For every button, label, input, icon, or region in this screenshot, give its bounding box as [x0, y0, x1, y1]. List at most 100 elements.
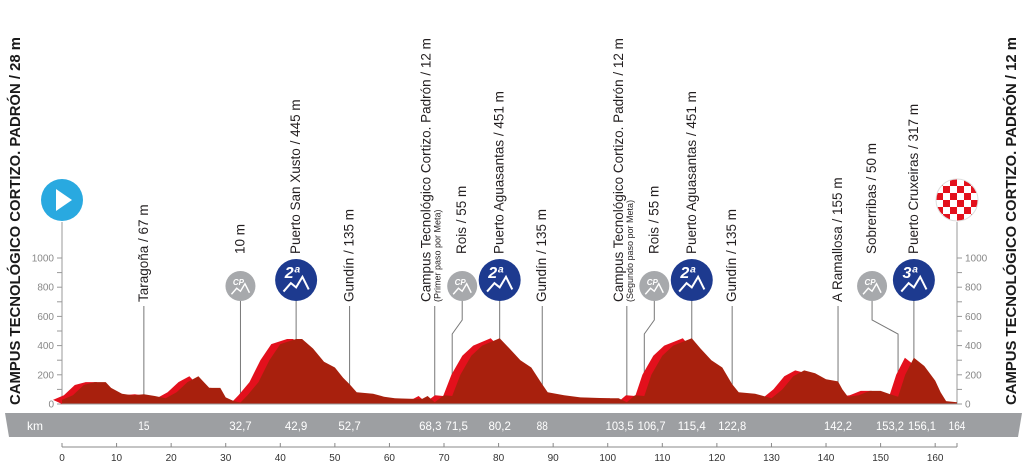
x-tick-label: 50: [329, 453, 341, 464]
checker-cell: [971, 200, 978, 207]
km-marker-label: 142,2: [824, 419, 852, 433]
x-tick-label: 120: [709, 453, 726, 464]
checker-cell: [950, 207, 957, 214]
checker-cell: [943, 186, 950, 193]
km-unit-label: km: [27, 419, 43, 433]
mountain-icon: [452, 282, 472, 295]
play-triangle-icon: [56, 189, 72, 211]
y-tick-label: 200: [965, 370, 982, 381]
finish-outline: [935, 178, 979, 222]
elevation-profile: [62, 338, 957, 404]
x-tick-label: 40: [275, 453, 287, 464]
start-icon: [41, 179, 83, 258]
checker-cell: [957, 186, 964, 193]
waypoint-106-7: Rois / 55 m CP: [639, 186, 670, 301]
x-tick-label: 160: [927, 453, 944, 464]
mountain-icon: [900, 274, 928, 293]
km-marker-label: 153,2: [876, 419, 904, 433]
checker-cell: [950, 179, 957, 186]
climb-category-badge: 2ª: [478, 259, 521, 301]
km-marker-label: 164: [949, 419, 966, 433]
y-tick-label: 600: [965, 312, 982, 323]
mountain-icon: [282, 274, 310, 293]
marker-line: [643, 300, 655, 404]
waypoint-52-7: Gundín / 135 m: [342, 209, 357, 302]
waypoint-15: Taragoña / 67 m: [136, 204, 151, 302]
finish-location-title: CAMPUS TECNOLÓGICO CORTIZO. PADRÓN / 12 …: [1002, 37, 1020, 405]
mountain-icon: [230, 282, 251, 295]
km-marker-label: 88: [537, 419, 548, 433]
waypoint-68-3: Campus Tecnológico Cortizo. Padrón / 12 …: [419, 38, 443, 302]
badge-text: 3ª: [902, 265, 918, 282]
checker-cell: [957, 200, 964, 207]
waypoint-label: Puerto Cruxeiras / 317 m: [906, 104, 921, 254]
start-location-title: CAMPUS TECNOLÓGICO CORTIZO. PADRÓN / 28 …: [6, 37, 24, 405]
finish-flag-icon: [935, 178, 979, 222]
sprint-cp-badge: CP: [447, 271, 478, 301]
x-tick-label: 70: [438, 453, 450, 464]
km-marker-label: 52,7: [338, 419, 361, 433]
x-tick-label: 30: [220, 453, 232, 464]
checker-cell: [936, 207, 943, 214]
x-tick-label: 80: [493, 453, 505, 464]
checker-cell: [943, 200, 950, 207]
checker-cell: [971, 186, 978, 193]
badge-text: 2ª: [284, 265, 301, 282]
waypoint-115-4: Puerto Aguasantas / 451 m 2ª: [670, 91, 713, 301]
climb-category-badge: 3ª: [892, 259, 935, 301]
waypoint-42-9: Puerto San Xusto / 445 m 2ª: [275, 99, 318, 301]
km-marker-label: 15: [138, 419, 149, 433]
checker-cell: [950, 193, 957, 200]
waypoint-note: (Primer paso por Meta): [433, 209, 443, 302]
km-marker-label: 68,3: [419, 419, 442, 433]
waypoint-label: Gundín / 135 m: [724, 209, 739, 302]
y-tick-label: 1000: [965, 254, 988, 265]
km-marker-label: 115,4: [678, 419, 706, 433]
y-tick-label: 800: [37, 283, 54, 294]
km-marker-label: 71,5: [446, 419, 469, 433]
badge-text: CP: [647, 278, 659, 287]
x-tick-label: 60: [384, 453, 396, 464]
y-tick-label: 600: [37, 312, 54, 323]
waypoint-label: Taragoña / 67 m: [136, 204, 151, 302]
x-tick-label: 140: [818, 453, 835, 464]
badge-text: CP: [864, 278, 876, 287]
waypoint-122-8: Gundín / 135 m: [724, 209, 739, 302]
waypoint-156-1: Puerto Cruxeiras / 317 m 3ª: [892, 104, 935, 301]
waypoint-label: Rois / 55 m: [646, 186, 661, 254]
waypoint-label: Campus Tecnológico Cortizo. Padrón / 12 …: [611, 38, 626, 302]
x-tick-label: 130: [763, 453, 780, 464]
x-tick-label: 90: [548, 453, 560, 464]
marker-line: [871, 300, 899, 404]
waypoint-label: Puerto San Xusto / 445 m: [288, 99, 303, 254]
km-marker-label: 80,2: [489, 419, 512, 433]
waypoint-label: Sobrerribas / 50 m: [864, 143, 879, 254]
km-marker-label: 122,8: [718, 419, 746, 433]
waypoint-71-5: Rois / 55 m CP: [447, 186, 478, 301]
checker-cell: [936, 193, 943, 200]
checker-cell: [943, 214, 950, 221]
waypoint-80-2: Puerto Aguasantas / 451 m 2ª: [478, 91, 521, 301]
sprint-cp-badge: CP: [857, 271, 888, 301]
x-tick-label: 110: [654, 453, 670, 464]
km-marker-label: 106,7: [638, 419, 666, 433]
y-tick-label: 400: [965, 341, 982, 352]
km-marker-label: 32,7: [229, 419, 252, 433]
marker-line: [451, 300, 463, 404]
y-tick-label: 1000: [32, 254, 55, 265]
waypoint-32-7: 10 m CP: [225, 224, 256, 301]
checker-cell: [957, 214, 964, 221]
mountain-icon: [486, 274, 514, 293]
mountain-icon: [678, 274, 706, 293]
waypoint-label: 10 m: [232, 224, 247, 254]
waypoint-label: Gundín / 135 m: [342, 209, 357, 302]
waypoint-label: Puerto Aguasantas / 451 m: [492, 91, 507, 254]
x-tick-label: 150: [872, 453, 889, 464]
badge-text: 2ª: [679, 265, 696, 282]
x-tick-label: 20: [166, 453, 178, 464]
waypoint-142-2: A Ramallosa / 155 m: [830, 177, 845, 302]
badge-text: CP: [455, 278, 467, 287]
waypoint-label: Campus Tecnológico Cortizo. Padrón / 12 …: [419, 38, 434, 302]
y-tick-label: 0: [48, 400, 54, 411]
badge-text: 2ª: [487, 265, 504, 282]
